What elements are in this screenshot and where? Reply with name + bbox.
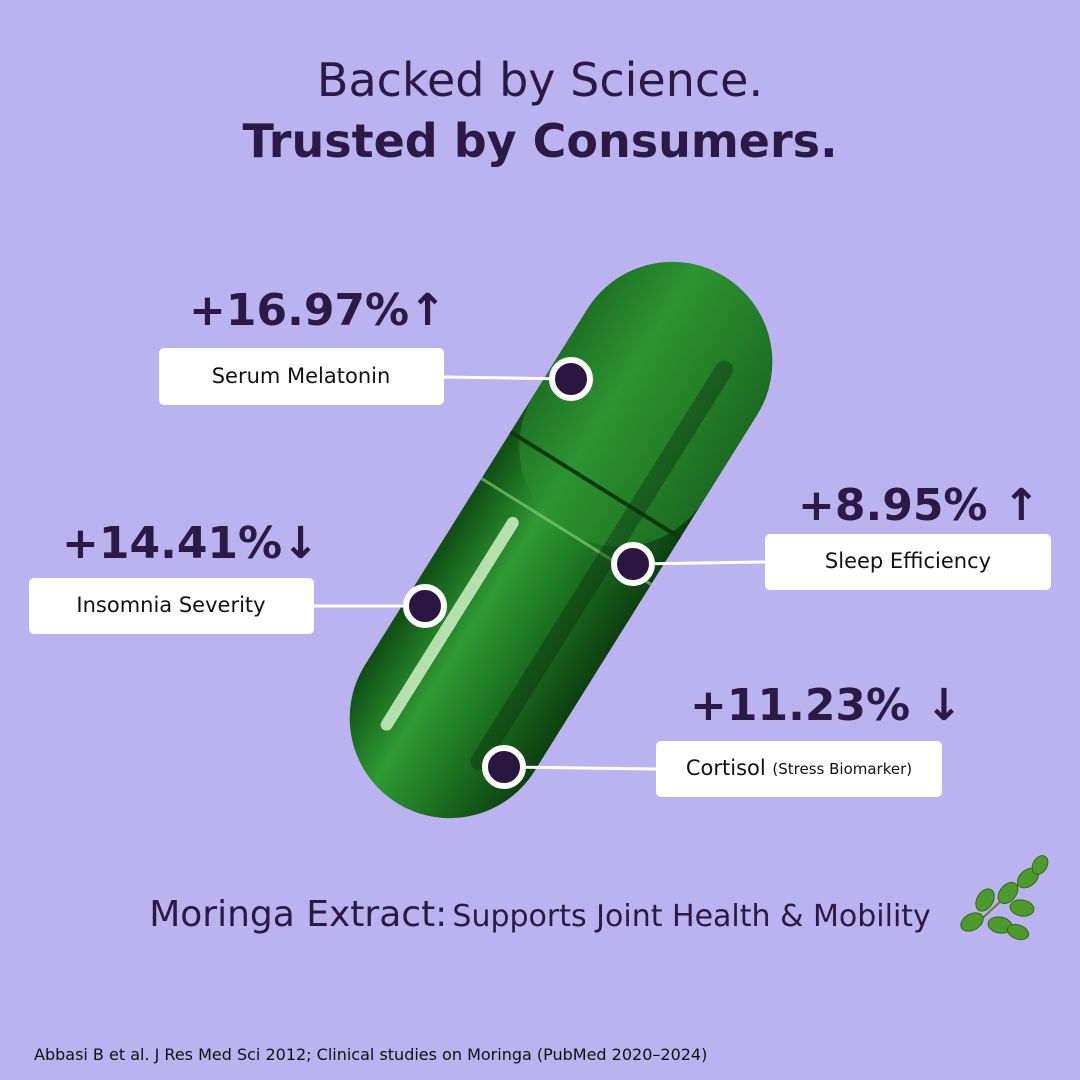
capsule [349,261,773,819]
marker [403,584,447,628]
citation: Abbasi B et al. J Res Med Sci 2012; Clin… [34,1045,707,1064]
ingredient-line: Moringa Extract: Supports Joint Health &… [149,894,931,935]
marker [482,745,526,789]
label: Serum Melatonin [212,364,391,388]
label: Cortisol (Stress Biomarker) [686,756,912,780]
label: Insomnia Severity [76,593,265,617]
label-box [656,741,942,797]
label: Sleep Efficiency [825,549,991,573]
moringa-leaves [960,855,1049,941]
stat: +14.41%↓ [62,518,319,569]
label-note: (Stress Biomarker) [772,760,912,778]
stat: +16.97%↑ [189,285,446,336]
title-line-1: Backed by Science. [317,53,763,107]
label-box [765,534,1051,590]
title-line-2: Trusted by Consumers. [242,114,837,168]
ingredient-name: Moringa Extract: [149,894,447,935]
stat: +8.95% ↑ [798,480,1040,531]
marker [549,357,593,401]
stat: +11.23% ↓ [690,680,962,731]
ingredient-benefit: Supports Joint Health & Mobility [452,899,930,934]
label-box [159,348,444,405]
connector [503,765,657,771]
connector [632,560,766,566]
marker [611,542,655,586]
label: Cortisol [686,756,766,780]
label-box [29,578,314,634]
